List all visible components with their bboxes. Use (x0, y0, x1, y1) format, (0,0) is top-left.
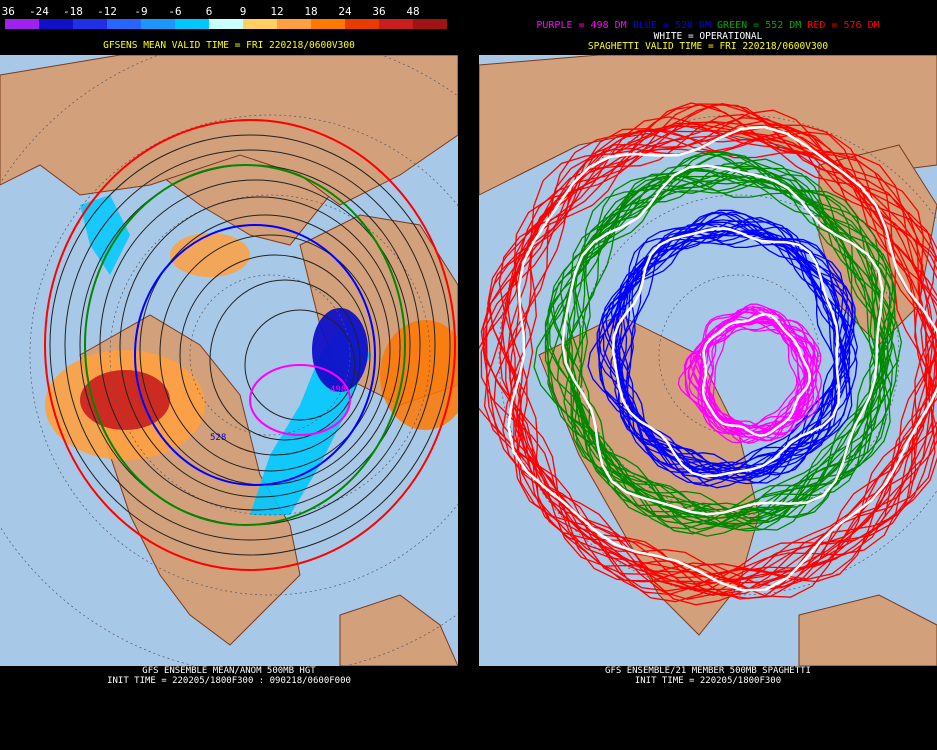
asia-land (479, 55, 937, 196)
spaghetti-footer: GFS ENSEMBLE/21 MEMBER 500MB SPAGHETTI I… (479, 666, 937, 686)
colorbar-tick-label: -24 (29, 5, 49, 18)
spaghetti-legend: PURPLE = 498 DM BLUE = 528 DM GREEN = 55… (479, 20, 937, 31)
colorbar-tick-labels: -36 -24 -18 -12 -9 -6 6 9 12 18 24 36 48 (0, 5, 458, 18)
colorbar-tick-label: -36 (0, 5, 15, 18)
colorbar-tick-label: 6 (205, 5, 213, 18)
mean-anomaly-map: 498 528 (0, 55, 458, 666)
green-552-member-line (567, 162, 895, 531)
operational-line (561, 164, 884, 516)
mean-footer-line2: INIT TIME = 220205/1800F300 : 090218/060… (107, 676, 351, 686)
colorbar-swatch (5, 19, 39, 29)
green-552-member-line (559, 165, 893, 519)
operational-line (507, 125, 937, 592)
blue-528-member-line (610, 223, 851, 475)
operational-line (611, 227, 841, 478)
colorbar-tick-label: -18 (63, 5, 83, 18)
positive-anomaly-asia (170, 233, 250, 277)
red-576-member-line (479, 128, 937, 600)
colorbar-swatch (107, 19, 141, 29)
mean-valid-time-title: GFSENS MEAN VALID TIME = FRI 220218/0600… (103, 40, 355, 51)
colorbar-tick-label: -9 (134, 5, 148, 18)
contour-label-528: 528 (210, 433, 226, 443)
colorbar-tick-label: 36 (372, 5, 386, 18)
legend-red: RED = 576 DM (807, 20, 880, 31)
colorbar-tick-label: -6 (168, 5, 182, 18)
colorbar-swatch (413, 19, 447, 29)
operational-line (701, 312, 812, 437)
red-576-contour (44, 119, 456, 571)
colorbar-tick-label: 24 (338, 5, 352, 18)
legend-blue: BLUE = 528 DM (632, 20, 711, 31)
red-576-member-line (484, 104, 937, 603)
colorbar-swatch (175, 19, 209, 29)
blue-528-member-line (615, 219, 836, 479)
purple-498-member-line (694, 306, 818, 433)
purple-498-member-line (693, 305, 822, 444)
red-576-member-line (514, 109, 937, 590)
green-552-member-line (533, 175, 892, 531)
blue-528-member-line (602, 211, 856, 487)
legend-purple: PURPLE = 498 DM (536, 20, 627, 31)
colorbar-swatch (311, 19, 345, 29)
legend-white: WHITE = OPERATIONAL (653, 31, 763, 42)
spaghetti-footer-line1: GFS ENSEMBLE/21 MEMBER 500MB SPAGHETTI (605, 666, 811, 676)
green-552-contour (84, 164, 406, 526)
blue-528-member-line (626, 230, 844, 485)
anomaly-colorbar (5, 19, 447, 29)
colorbar-tick-label: 12 (270, 5, 284, 18)
spaghetti-map (479, 55, 937, 666)
mean-footer: GFS ENSEMBLE MEAN/ANOM 500MB HGT INIT TI… (0, 666, 458, 686)
colorbar-swatch (243, 19, 277, 29)
red-576-member-line (498, 117, 937, 584)
blue-528-contour (134, 224, 376, 486)
colorbar-tick-label: 48 (406, 5, 420, 18)
colorbar-swatch (345, 19, 379, 29)
green-552-member-line (573, 158, 903, 522)
purple-498-member-line (699, 308, 799, 438)
south-america-land (798, 594, 937, 666)
green-552-member-line (570, 176, 894, 528)
greenland-land (818, 144, 937, 346)
spaghetti-footer-line2: INIT TIME = 220205/1800F300 (634, 676, 782, 686)
purple-498-contour (249, 364, 351, 436)
contour-label-498: 498 (330, 385, 346, 395)
blue-528-member-line (616, 229, 844, 470)
red-576-member-line (499, 122, 937, 575)
green-552-member-line (567, 173, 887, 515)
ensemble-mean-panel: -36 -24 -18 -12 -9 -6 6 9 12 18 24 36 48 GFSENS MEAN… (0, 0, 458, 750)
panel-separator (458, 0, 479, 750)
colorbar-swatch (141, 19, 175, 29)
red-576-member-line (480, 116, 937, 585)
red-576-member-line (488, 103, 937, 582)
colorbar-swatch (379, 19, 413, 29)
green-552-member-line (566, 165, 876, 525)
colorbar-tick-label: 9 (239, 5, 247, 18)
colorbar-swatch (209, 19, 243, 29)
red-576-member-line (509, 126, 937, 581)
mean-footer-line1: GFS ENSEMBLE MEAN/ANOM 500MB HGT (142, 666, 316, 676)
spaghetti-valid-time-title: SPAGHETTI VALID TIME = FRI 220218/0600V3… (587, 41, 829, 52)
colorbar-swatch (39, 19, 73, 29)
colorbar-swatch (277, 19, 311, 29)
south-america-land (339, 594, 458, 666)
purple-498-member-line (677, 323, 814, 436)
green-552-member-line (562, 151, 896, 519)
legend-green: GREEN = 552 DM (717, 20, 802, 31)
colorbar-tick-label: 18 (304, 5, 318, 18)
colorbar-tick-label: -12 (97, 5, 117, 18)
green-552-member-line (544, 152, 891, 530)
green-552-member-line (547, 173, 898, 527)
colorbar-swatch (73, 19, 107, 29)
spaghetti-panel: PURPLE = 498 DM BLUE = 528 DM GREEN = 55… (479, 0, 937, 750)
